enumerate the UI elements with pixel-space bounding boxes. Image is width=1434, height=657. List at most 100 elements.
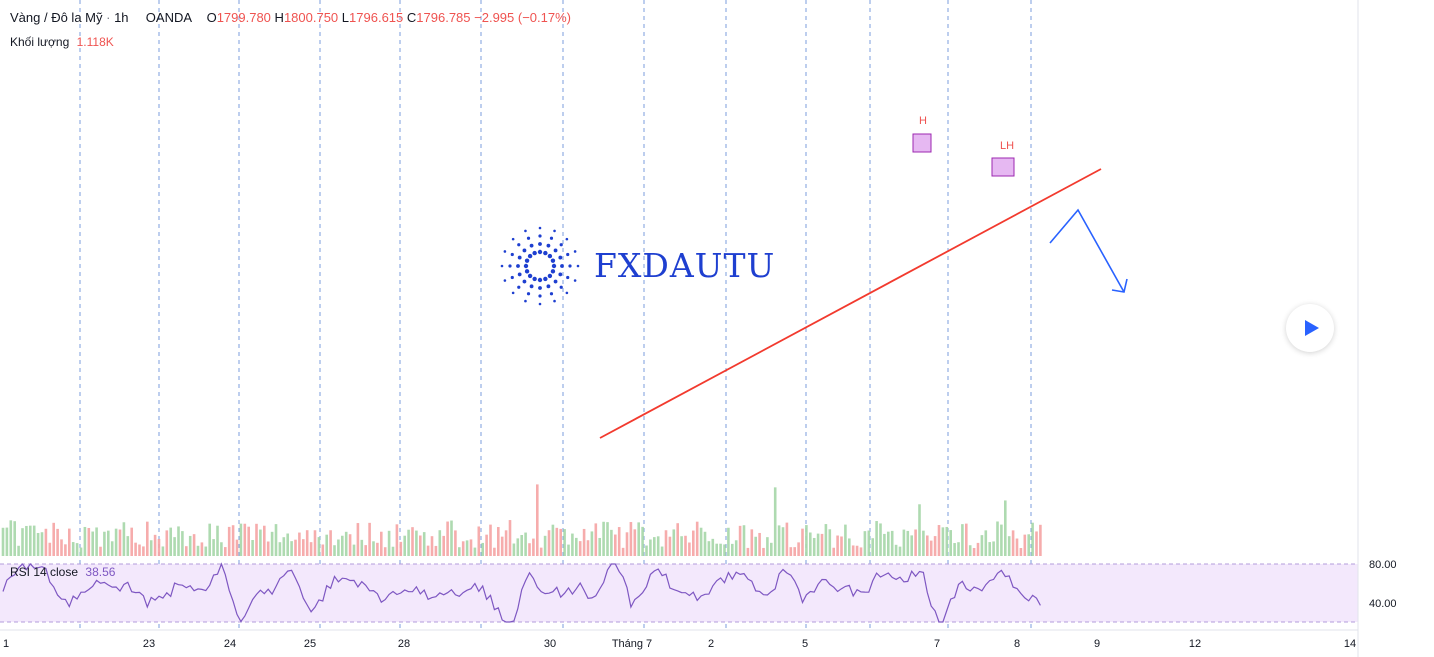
logo-dot bbox=[549, 292, 554, 296]
logo-dot bbox=[538, 226, 542, 230]
play-button[interactable] bbox=[1286, 304, 1334, 352]
rsi-axis: 80.00 40.00 bbox=[1369, 559, 1397, 610]
time-tick: 25 bbox=[304, 638, 316, 650]
logo-dot bbox=[553, 248, 558, 253]
volume-bar bbox=[1019, 547, 1023, 556]
volume-bar bbox=[169, 527, 172, 556]
rsi-tick: 40.00 bbox=[1369, 598, 1397, 610]
volume-bar bbox=[727, 527, 730, 556]
volume-bar bbox=[344, 531, 348, 556]
volume-bar bbox=[278, 542, 282, 556]
volume-bar bbox=[879, 523, 882, 556]
volume-bar bbox=[996, 521, 999, 556]
volume-bar bbox=[364, 545, 367, 556]
chart-header: Vàng / Đô la Mỹ · 1h OANDA O1799.780 H18… bbox=[10, 10, 571, 25]
volume-bar bbox=[972, 547, 976, 556]
volume-bar bbox=[485, 534, 488, 556]
volume-bar bbox=[415, 530, 418, 556]
logo-dot bbox=[543, 276, 548, 282]
volume-bar bbox=[298, 532, 301, 556]
volume-bar bbox=[122, 522, 126, 556]
logo-dot bbox=[510, 252, 514, 257]
logo-dot bbox=[527, 273, 533, 279]
volume-bar bbox=[220, 542, 223, 556]
volume-bar bbox=[824, 524, 828, 556]
volume-bar bbox=[715, 543, 718, 556]
volume-bar bbox=[645, 545, 648, 556]
volume-bar bbox=[313, 530, 317, 556]
volume-bar bbox=[200, 542, 204, 556]
volume-bar bbox=[754, 536, 757, 556]
volume-bar bbox=[664, 530, 668, 556]
volume-bar bbox=[660, 546, 664, 556]
symbol-name[interactable]: Vàng / Đô la Mỹ bbox=[10, 10, 103, 25]
volume-bar bbox=[816, 533, 820, 556]
rsi-title: RSI 14 close bbox=[10, 565, 79, 579]
volume-bar bbox=[1039, 524, 1042, 556]
logo-dot bbox=[538, 286, 542, 290]
logo-dot bbox=[550, 269, 556, 274]
volume-bar bbox=[625, 532, 629, 556]
logo-dot bbox=[524, 229, 527, 233]
volume-bar bbox=[559, 528, 562, 556]
volume-bar bbox=[504, 530, 508, 556]
volume-bar bbox=[461, 541, 465, 556]
logo-dot bbox=[510, 275, 514, 280]
interval[interactable]: 1h bbox=[114, 10, 129, 25]
volume-bar bbox=[863, 531, 867, 556]
volume-bar bbox=[500, 536, 504, 556]
volume-bar bbox=[224, 547, 227, 556]
volume-bar bbox=[87, 527, 91, 556]
volume-bar bbox=[399, 541, 403, 556]
volume-bar bbox=[828, 529, 832, 556]
logo-dot bbox=[529, 243, 534, 248]
volume-bar bbox=[64, 544, 67, 556]
logo-dot bbox=[503, 279, 507, 282]
volume-bar bbox=[391, 546, 395, 556]
logo-dot bbox=[565, 291, 569, 295]
volume-bar bbox=[1035, 531, 1038, 556]
logo-dot bbox=[538, 234, 542, 238]
volume-bar bbox=[738, 525, 742, 556]
logo-dot bbox=[503, 250, 507, 253]
volume-bar bbox=[99, 546, 102, 556]
close-value: 1796.785 bbox=[416, 10, 471, 25]
volume-bar bbox=[469, 539, 473, 556]
logo-dot bbox=[566, 252, 570, 257]
volume-bar bbox=[836, 535, 839, 556]
time-tick: 1 bbox=[3, 638, 9, 650]
low-label: L bbox=[341, 10, 350, 25]
volume-bar bbox=[263, 525, 266, 556]
volume-bar bbox=[629, 522, 633, 556]
volume-bar bbox=[434, 545, 438, 556]
volume-bar bbox=[976, 542, 980, 556]
volume-bar bbox=[606, 522, 609, 556]
logo-dot bbox=[526, 236, 531, 240]
volume-bar bbox=[79, 547, 83, 556]
volume-bar bbox=[890, 530, 894, 556]
volume-bar bbox=[25, 525, 28, 556]
volume-bar bbox=[688, 542, 691, 556]
volume-bar bbox=[446, 521, 449, 556]
logo-dot bbox=[560, 264, 564, 268]
volume-bar bbox=[372, 541, 375, 556]
rsi-band bbox=[0, 564, 1358, 622]
volume-bar bbox=[290, 541, 293, 556]
logo-dot bbox=[551, 263, 557, 269]
volume-bar bbox=[563, 529, 566, 556]
time-tick: 2 bbox=[708, 638, 714, 650]
volume-bar bbox=[352, 544, 356, 556]
volume-bar bbox=[672, 529, 676, 556]
volume-bar bbox=[477, 526, 481, 556]
volume-bar bbox=[547, 530, 551, 556]
logo-dot bbox=[547, 253, 553, 259]
volume-bar bbox=[653, 537, 656, 556]
close-label: C bbox=[406, 10, 417, 25]
volume-bar bbox=[598, 537, 601, 556]
volume-bar bbox=[532, 538, 535, 556]
time-tick: 14 bbox=[1344, 638, 1356, 650]
logo-dot bbox=[523, 263, 529, 269]
time-tick: 7 bbox=[934, 638, 940, 650]
volume-bar bbox=[734, 540, 738, 556]
